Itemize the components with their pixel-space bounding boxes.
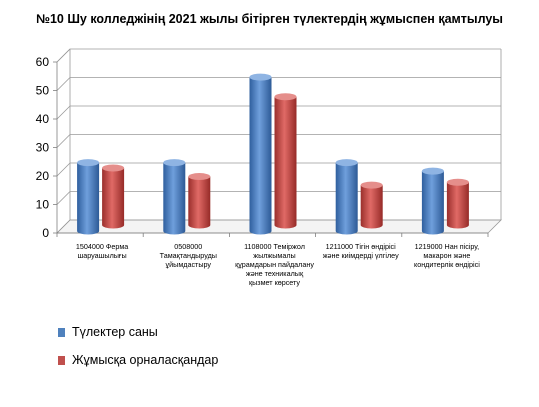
bar-body	[360, 185, 383, 229]
bar-body	[249, 77, 272, 235]
bar-chart-plot: 0 10 20 30 40 50 60	[36, 48, 502, 240]
bar-top	[421, 167, 444, 175]
bar-top	[360, 181, 383, 189]
bar-employed	[188, 173, 211, 229]
bar-top	[249, 73, 272, 81]
bar-employed	[102, 164, 125, 229]
bar-graduates	[249, 73, 272, 235]
bar-employed	[274, 93, 297, 229]
x-tick-label: 1504000 Ферма шаруашылығы	[75, 242, 129, 260]
bar-graduates	[421, 167, 444, 235]
legend-label: Түлектер саны	[72, 325, 158, 339]
y-tick-label: 30	[36, 141, 50, 155]
x-tick-label: 1108000 Теміржол жылжымалы құрамдарын па…	[235, 242, 314, 287]
bar-graduates	[335, 159, 358, 235]
legend-label: Жұмысқа орналасқандар	[72, 353, 219, 367]
y-tick-label: 20	[36, 169, 50, 183]
bar-top	[163, 159, 186, 167]
bar-body	[274, 96, 297, 229]
bar-top	[188, 173, 211, 181]
x-tick-label: 1211000 Тігін өндірісі және киімдерді үл…	[322, 242, 399, 260]
bar-graduates	[163, 159, 186, 235]
bar-employed	[360, 181, 383, 229]
chart-title: №10 Шу колледжінің 2021 жылы бітірген тү…	[36, 12, 503, 26]
y-tick-label: 40	[36, 112, 50, 126]
y-tick-label: 10	[36, 198, 50, 212]
y-axis-ticks: 0 10 20 30 40 50 60	[36, 55, 57, 240]
bar-body	[188, 176, 211, 229]
y-tick-label: 50	[36, 84, 50, 98]
bar-top	[77, 159, 100, 167]
bar-body	[77, 162, 100, 235]
bar-body	[421, 171, 444, 235]
x-tick-label: 1219000 Нан пісіру, макарон және кондите…	[413, 242, 480, 269]
legend-swatch	[58, 356, 65, 365]
x-tick-label: 0508000 Тамақтандыруды ұйымдастыру	[159, 242, 217, 269]
bar-body	[446, 182, 469, 229]
bar-body	[335, 162, 358, 235]
bar-body	[163, 162, 186, 235]
bar-top	[446, 178, 469, 186]
bar-graduates	[77, 159, 100, 235]
bars	[77, 73, 469, 235]
bar-top	[274, 93, 297, 101]
y-tick-label: 0	[42, 226, 49, 240]
wall-top-edge	[56, 48, 71, 63]
bar-top	[335, 159, 358, 167]
y-tick-label: 60	[36, 55, 50, 69]
bar-employed	[446, 178, 469, 229]
legend-swatch	[58, 328, 65, 337]
bar-body	[102, 168, 125, 229]
bar-top	[102, 164, 125, 172]
